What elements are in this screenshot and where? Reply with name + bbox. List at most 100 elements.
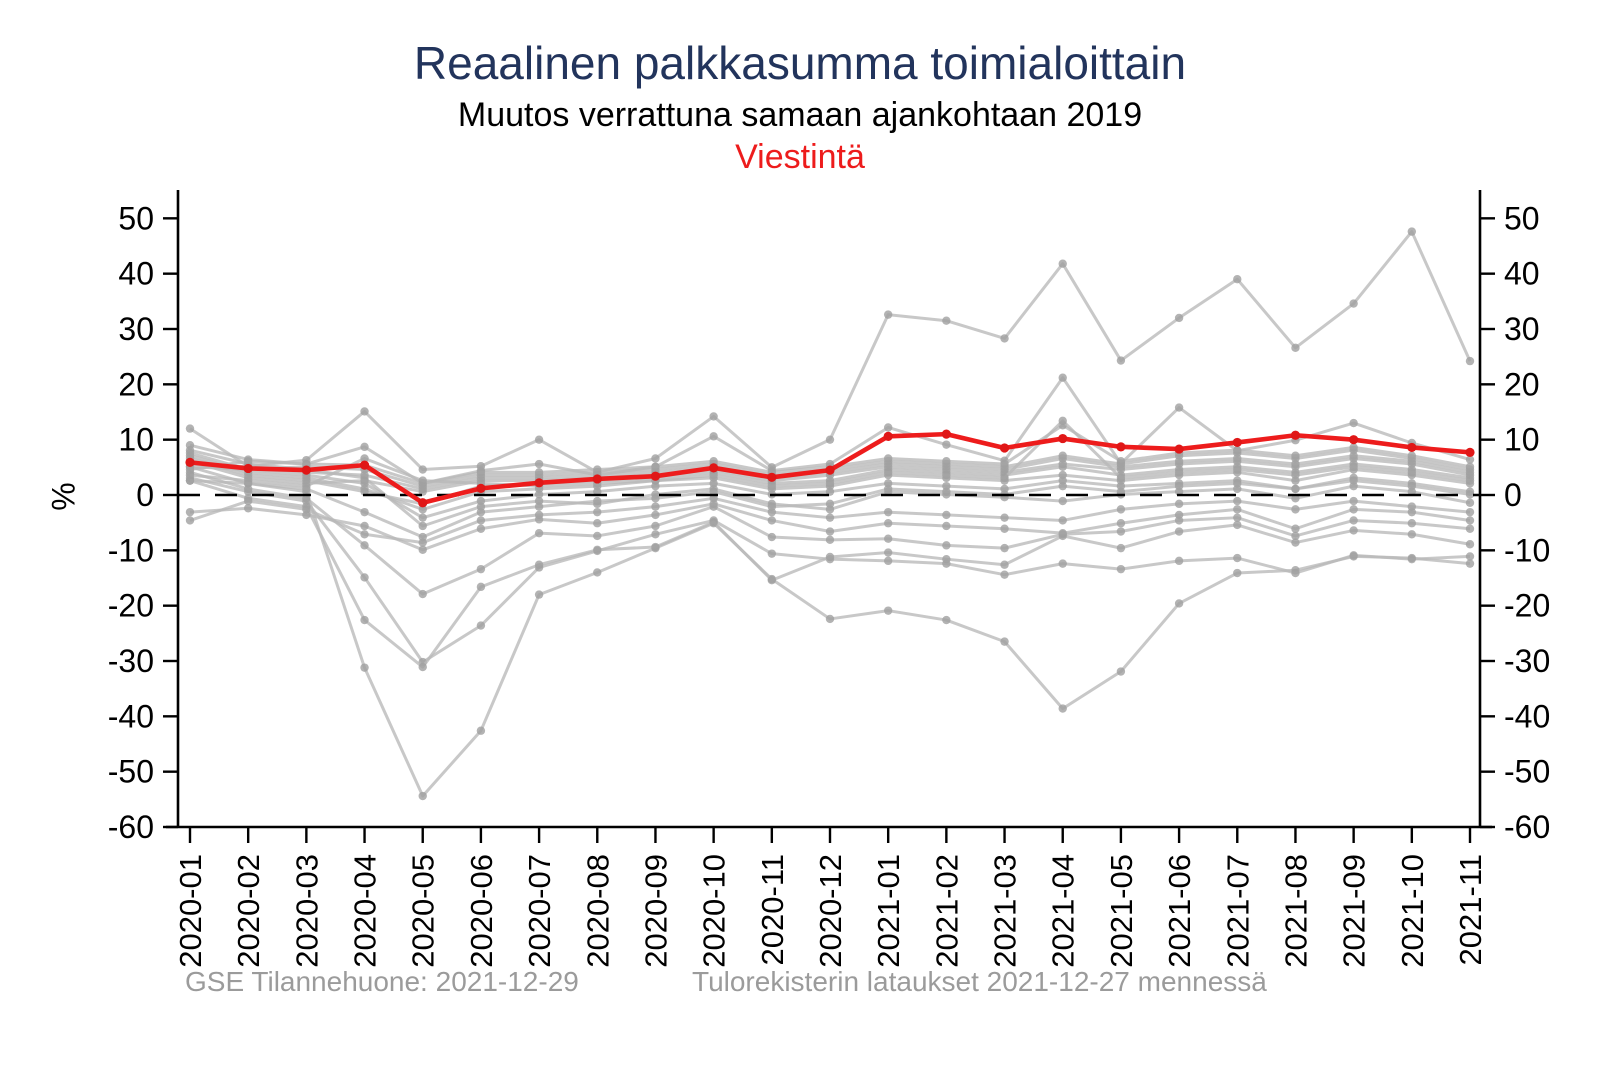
series-marker [1116, 505, 1126, 514]
highlighted-series-label: Viestintä [735, 138, 865, 176]
x-tick-label: 2020-01 [173, 854, 208, 968]
highlight-series-marker [883, 431, 893, 441]
series-marker [1000, 513, 1009, 522]
highlight-series-marker [359, 460, 370, 470]
series-marker [1291, 505, 1300, 514]
series-marker [709, 457, 718, 466]
series-marker [185, 516, 195, 525]
series-marker [243, 479, 253, 488]
series-marker [1291, 484, 1300, 494]
series-marker [476, 507, 486, 517]
series-marker [593, 465, 602, 474]
highlight-series-marker [1232, 437, 1242, 448]
highlight-series-marker [1290, 430, 1301, 440]
series-marker [1174, 468, 1184, 477]
series-marker [825, 479, 835, 488]
series-marker [883, 484, 893, 494]
series-marker [883, 519, 893, 528]
series-marker [1465, 356, 1475, 366]
series-marker [418, 476, 427, 485]
chart-subtitle: Muutos verrattuna samaan ajankohtaan 201… [457, 96, 1143, 134]
series-marker [1349, 443, 1358, 452]
series-marker [1233, 568, 1242, 578]
series-marker [1233, 445, 1242, 455]
series-marker [1116, 543, 1126, 553]
series-marker [534, 468, 544, 477]
series-marker [1116, 356, 1126, 365]
y-tick-label-right: -10 [1504, 532, 1550, 568]
series-marker [1174, 499, 1184, 509]
x-tick-label: 2021-08 [1278, 854, 1313, 968]
series-marker [534, 459, 544, 469]
series-marker [883, 534, 893, 543]
series-marker [360, 663, 369, 672]
series-marker [942, 554, 951, 564]
highlight-series-marker [767, 472, 777, 482]
x-tick-label: 2020-07 [522, 854, 557, 968]
series-marker [1058, 451, 1067, 460]
series-marker [243, 457, 253, 466]
series-marker [709, 470, 718, 480]
series-marker [1000, 473, 1009, 483]
highlight-series-marker [1058, 433, 1068, 444]
series-marker [1349, 496, 1358, 506]
series-marker [1407, 451, 1417, 460]
x-tick-label: 2020-02 [231, 854, 266, 968]
series-marker [1233, 479, 1242, 488]
x-tick-label: 2021-11 [1453, 854, 1488, 965]
series-marker [651, 494, 660, 503]
series-marker [534, 510, 544, 520]
series-marker [1407, 502, 1417, 511]
highlight-series-marker [418, 498, 428, 508]
series-marker [1465, 516, 1475, 525]
series-marker [1349, 299, 1358, 308]
series-marker [883, 548, 893, 557]
x-tick-label: 2020-04 [348, 854, 383, 968]
series-marker [185, 424, 195, 433]
series-marker [1233, 275, 1242, 284]
series-marker [1233, 496, 1242, 506]
series-marker [418, 532, 427, 542]
series-marker [1116, 564, 1126, 574]
series-marker [883, 507, 893, 517]
series-marker [1000, 459, 1009, 469]
series-marker [1407, 227, 1417, 236]
series-marker [709, 412, 718, 421]
series-marker [360, 507, 369, 517]
series-marker [1291, 531, 1300, 541]
series-marker [1291, 538, 1300, 547]
series-marker [1000, 560, 1009, 569]
series-marker [1465, 507, 1475, 517]
y-tick-label-right: -60 [1504, 809, 1550, 845]
series-marker [1291, 568, 1300, 578]
series-marker [651, 502, 660, 511]
series-marker [418, 791, 427, 801]
y-tick-label-left: 40 [118, 256, 154, 292]
x-tick-label: 2021-09 [1337, 854, 1372, 968]
series-marker [1349, 505, 1358, 514]
series-marker [534, 590, 544, 599]
series-marker [185, 507, 195, 517]
series-marker [1349, 551, 1358, 560]
series-marker [1291, 343, 1300, 353]
y-tick-label-right: 40 [1504, 256, 1540, 292]
series-marker [302, 484, 311, 494]
series-marker [942, 457, 951, 466]
footer-source-right: Tulorekisterin lataukset 2021-12-27 menn… [692, 966, 1267, 997]
series-marker [1465, 540, 1475, 549]
series-marker [1291, 470, 1300, 480]
y-tick-label-right: 50 [1504, 200, 1540, 236]
series-marker [360, 407, 369, 416]
y-tick-label-right: -50 [1504, 754, 1550, 790]
series-marker [1116, 519, 1126, 528]
series-marker [1465, 462, 1475, 471]
series-marker [1174, 510, 1184, 520]
series-marker [942, 541, 951, 550]
series-marker [593, 568, 602, 577]
y-tick-label-right: 30 [1504, 311, 1540, 347]
series-marker [1174, 599, 1184, 608]
highlight-series-marker [243, 463, 253, 474]
series-marker [534, 435, 544, 444]
y-tick-label-left: 50 [118, 200, 154, 236]
series-marker [1058, 259, 1067, 268]
